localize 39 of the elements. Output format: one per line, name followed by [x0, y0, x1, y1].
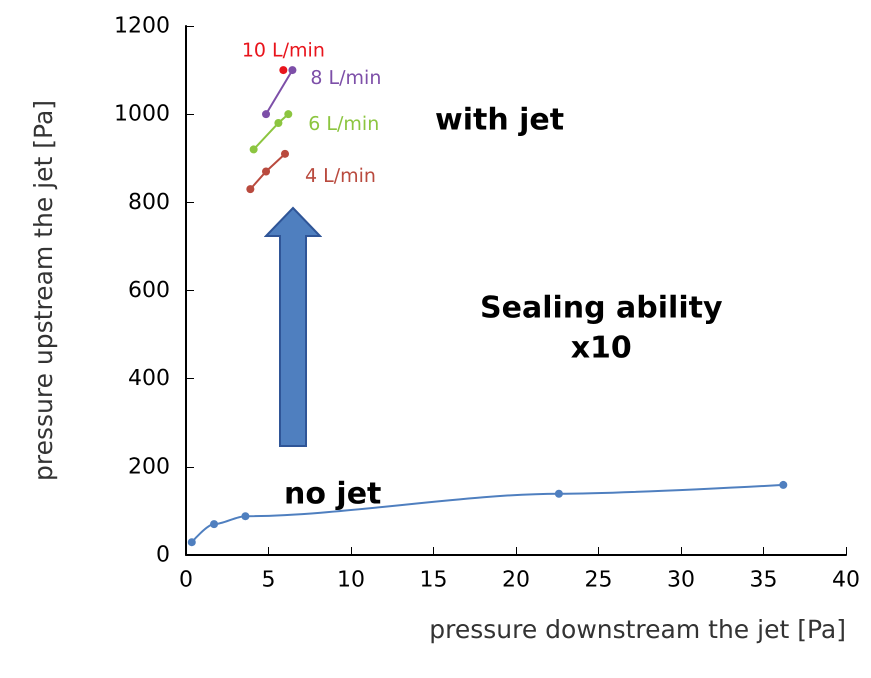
y-tick-label: 0: [156, 542, 170, 568]
x-tick-label: 10: [337, 568, 365, 592]
point: [188, 538, 196, 546]
x-tick-label: 25: [584, 568, 612, 592]
series-label: 4 L/min: [305, 164, 376, 187]
x-axis-title: pressure downstream the jet [Pa]: [429, 615, 846, 644]
y-tick-label: 600: [128, 278, 170, 303]
point: [250, 145, 258, 154]
point: [554, 490, 563, 498]
x-tick-label: 5: [262, 568, 276, 592]
point: [210, 520, 218, 528]
point: [262, 167, 270, 176]
x-tick-label: 15: [420, 568, 448, 592]
annotation: with jet: [435, 102, 564, 138]
annotation: no jet: [284, 476, 382, 512]
x-tick-label: 40: [832, 568, 860, 592]
point: [262, 110, 270, 118]
point: [279, 66, 288, 74]
x-tick-label: 20: [502, 568, 530, 592]
series-label: 6 L/min: [308, 113, 380, 136]
y-tick-label: 400: [128, 366, 170, 392]
point: [241, 512, 250, 520]
series-label: 8 L/min: [310, 67, 382, 90]
point: [274, 118, 282, 127]
x-tick-label: 30: [667, 568, 695, 592]
y-tick-label: 800: [128, 190, 170, 215]
y-tick-label: 1200: [114, 14, 170, 38]
x-tick-label: 35: [750, 568, 778, 592]
point: [288, 66, 296, 74]
annotation: Sealing ability x10: [480, 290, 723, 366]
y-axis-title: pressure upstream the jet [Pa]: [29, 100, 58, 482]
series-label: 10 L/min: [242, 40, 325, 62]
point: [246, 185, 254, 194]
y-tick-label: 200: [128, 454, 170, 480]
x-tick-label: 0: [179, 568, 193, 592]
y-tick-label: 1000: [114, 102, 170, 127]
point: [779, 480, 788, 489]
point: [284, 110, 292, 118]
point: [281, 150, 289, 158]
